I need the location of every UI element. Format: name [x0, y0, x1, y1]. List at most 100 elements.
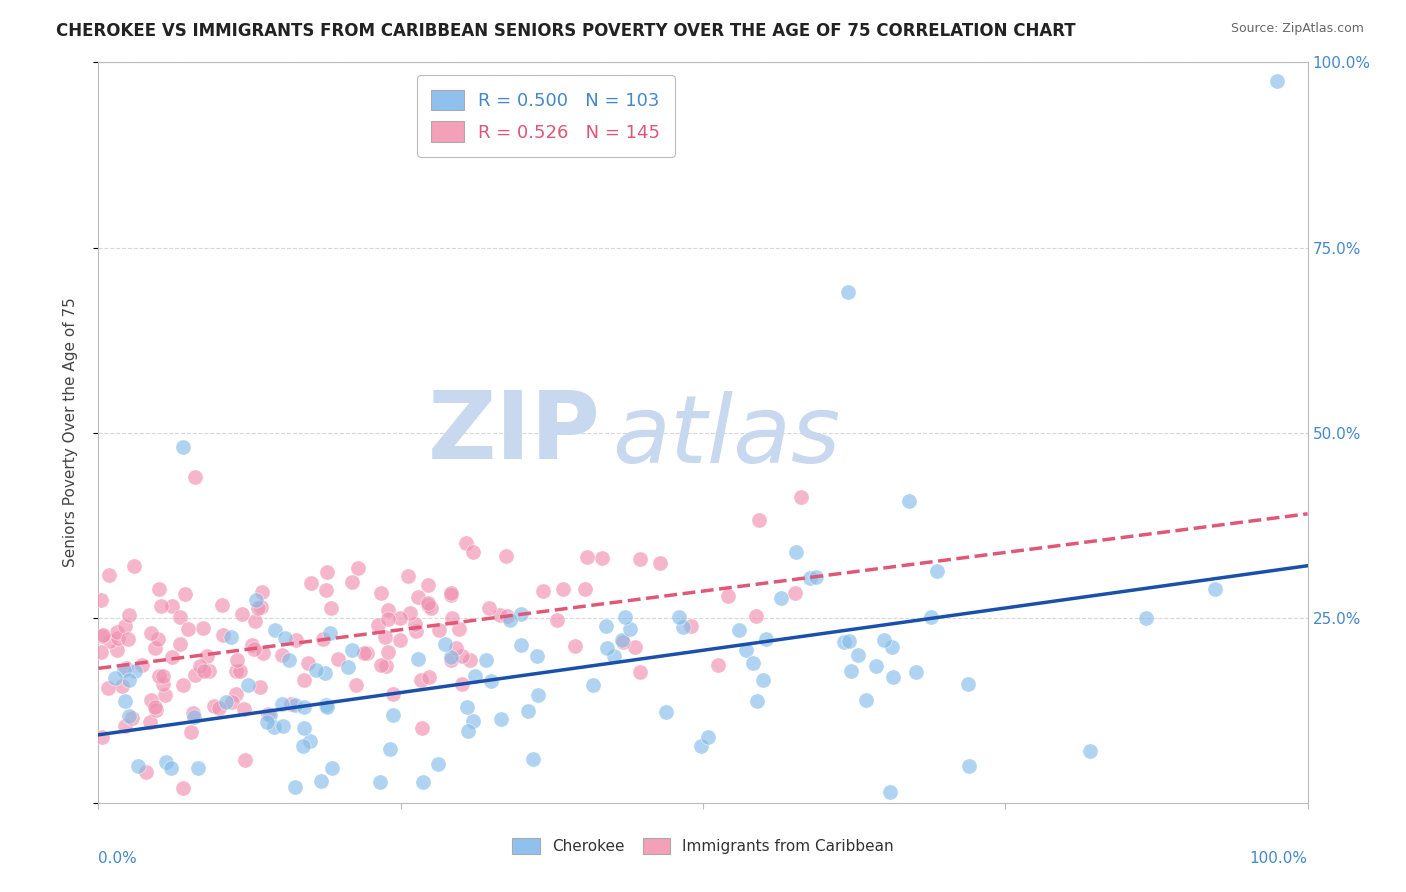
Point [381, 708, 404, 723]
Point [832, 806, 855, 821]
Point [672, 620, 695, 634]
Point [460, 653, 482, 667]
Point [920, 610, 942, 624]
Point [211, 598, 233, 612]
Point [370, 658, 392, 673]
Point [263, 623, 285, 637]
Point [440, 586, 463, 600]
Point [315, 698, 337, 712]
Point [564, 640, 586, 654]
Point [115, 661, 138, 675]
Point [105, 625, 128, 640]
Point [139, 715, 162, 730]
Text: Source: ZipAtlas.com: Source: ZipAtlas.com [1230, 22, 1364, 36]
Point [259, 708, 281, 723]
Point [169, 610, 191, 624]
Text: 100.0%: 100.0% [1250, 851, 1308, 866]
Point [1078, 744, 1101, 758]
Point [612, 634, 634, 648]
Point [169, 637, 191, 651]
Point [382, 687, 405, 701]
Point [152, 669, 174, 683]
Point [278, 653, 301, 667]
Point [457, 723, 479, 738]
Point [321, 761, 343, 775]
Point [728, 624, 751, 638]
Point [509, 638, 531, 652]
Point [527, 688, 550, 702]
Point [337, 660, 360, 674]
Point [785, 545, 807, 559]
Point [118, 673, 141, 687]
Point [377, 645, 399, 659]
Point [263, 811, 285, 825]
Point [837, 285, 859, 299]
Point [91, 730, 114, 744]
Point [181, 706, 204, 721]
Point [271, 719, 294, 733]
Point [202, 698, 225, 713]
Point [370, 586, 392, 600]
Point [141, 626, 163, 640]
Point [98, 633, 121, 648]
Point [131, 657, 153, 672]
Point [353, 646, 375, 660]
Point [245, 592, 267, 607]
Point [416, 596, 439, 610]
Point [463, 714, 485, 729]
Point [326, 652, 349, 666]
Point [716, 589, 738, 603]
Point [90, 593, 112, 607]
Point [839, 665, 862, 679]
Point [124, 665, 146, 679]
Point [495, 549, 517, 563]
Text: ZIP: ZIP [427, 386, 600, 479]
Point [479, 673, 502, 688]
Text: atlas: atlas [613, 391, 841, 482]
Point [148, 669, 170, 683]
Point [305, 663, 328, 677]
Point [274, 631, 297, 645]
Point [838, 633, 860, 648]
Point [1204, 582, 1226, 596]
Point [553, 582, 575, 596]
Point [280, 697, 302, 711]
Point [495, 608, 517, 623]
Point [257, 707, 280, 722]
Point [404, 617, 426, 632]
Point [148, 582, 170, 596]
Point [118, 608, 141, 623]
Point [451, 648, 474, 663]
Point [112, 806, 135, 821]
Point [628, 551, 651, 566]
Point [121, 711, 143, 725]
Point [314, 665, 336, 680]
Point [172, 441, 194, 455]
Point [405, 624, 427, 638]
Point [250, 585, 273, 599]
Point [188, 659, 211, 673]
Point [406, 651, 429, 665]
Y-axis label: Seniors Poverty Over the Age of 75: Seniors Poverty Over the Age of 75 [63, 298, 77, 567]
Point [697, 730, 720, 744]
Point [148, 632, 170, 647]
Point [143, 641, 166, 656]
Point [231, 607, 253, 622]
Point [193, 665, 215, 679]
Point [388, 610, 411, 624]
Point [957, 758, 980, 772]
Point [517, 704, 540, 718]
Point [603, 649, 626, 664]
Point [873, 633, 896, 648]
Point [233, 753, 256, 767]
Point [595, 619, 617, 633]
Point [628, 665, 651, 679]
Point [183, 710, 205, 724]
Point [149, 599, 172, 613]
Point [127, 759, 149, 773]
Point [668, 609, 690, 624]
Point [463, 545, 485, 559]
Point [319, 625, 342, 640]
Point [456, 700, 478, 714]
Point [105, 642, 128, 657]
